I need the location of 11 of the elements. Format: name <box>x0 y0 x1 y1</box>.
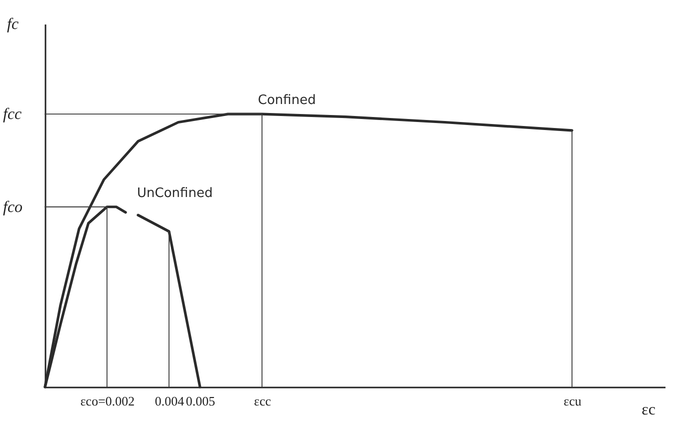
text: fc <box>7 16 19 33</box>
x-axis-title: εc <box>642 402 656 418</box>
annotation: fcc <box>3 106 22 124</box>
x-tick-label: εco=0.002 <box>80 394 135 408</box>
x-tick-label: εcu <box>564 394 582 408</box>
x-tick-label: 0.004 <box>154 394 185 408</box>
annotation: fco <box>3 198 23 216</box>
x-tick-label: εcc <box>254 394 272 408</box>
x-tick-label: 0.005 <box>186 394 216 408</box>
series-label: UnConfined <box>137 186 213 201</box>
series-label: Confined <box>258 93 316 108</box>
